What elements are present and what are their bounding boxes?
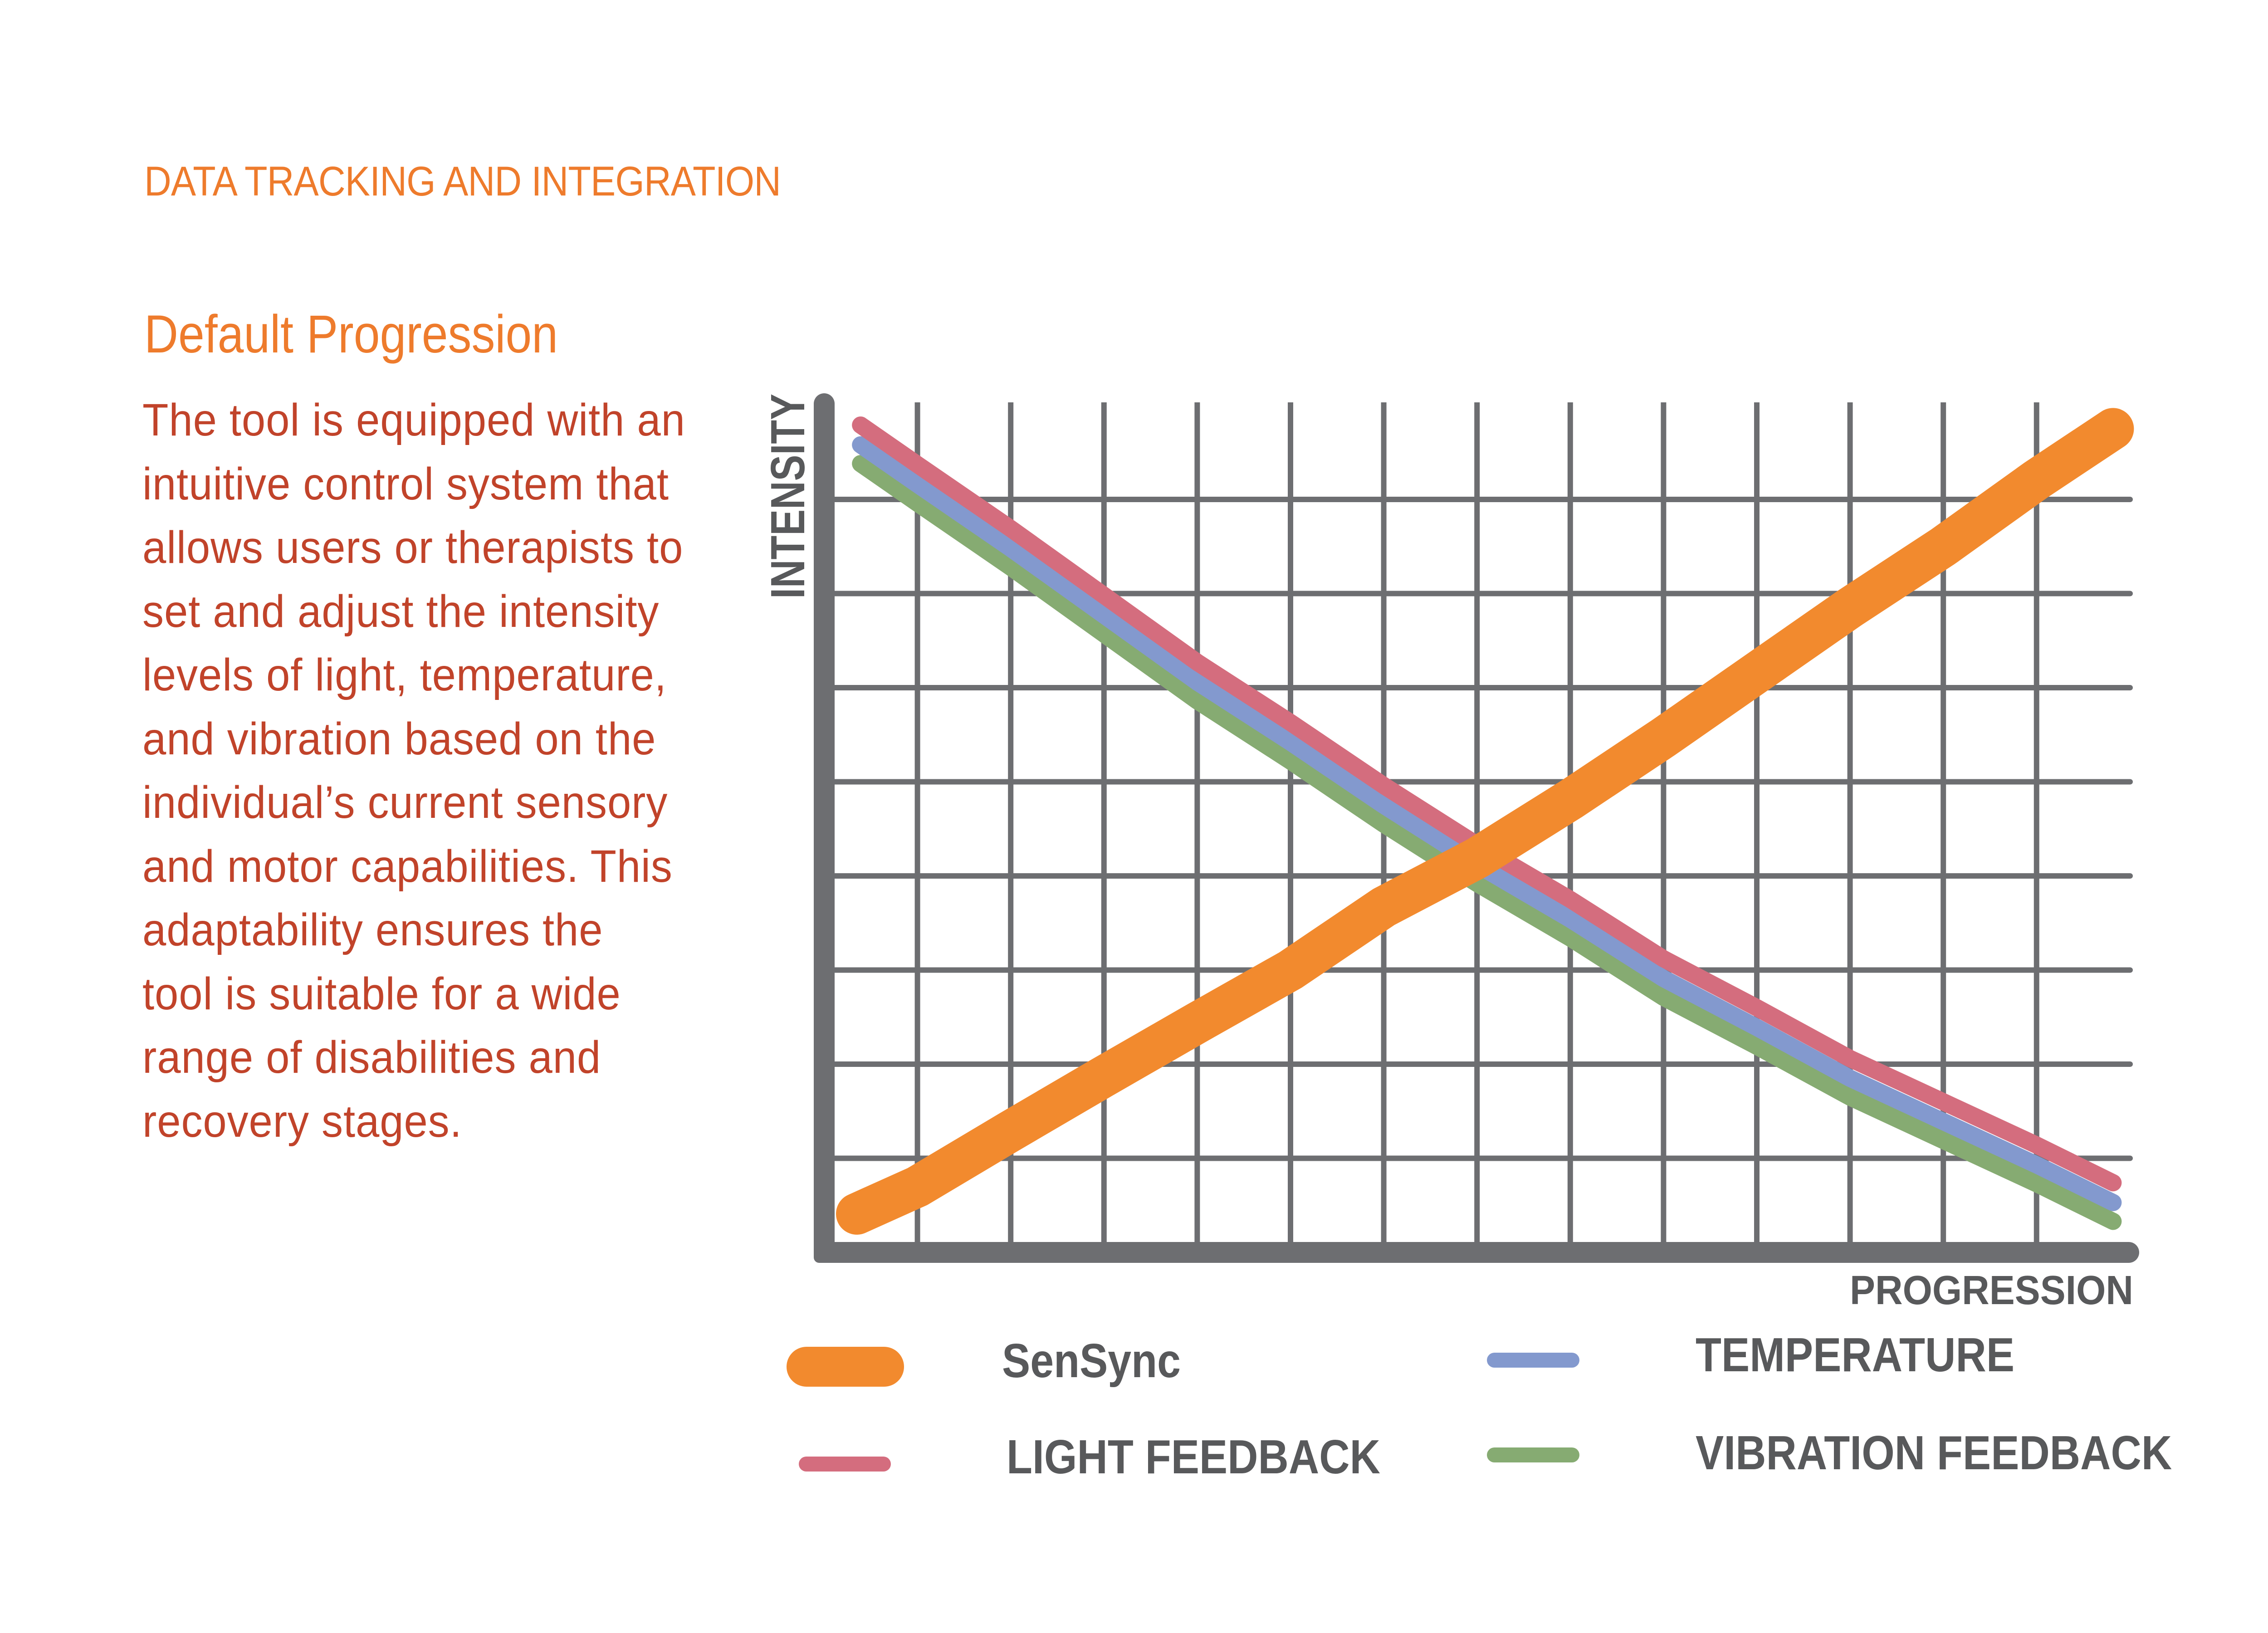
- body-line: range of disabilities and: [142, 1032, 601, 1083]
- body-line: set and adjust the intensity: [142, 586, 660, 637]
- body-line: and motor capabilities. This: [142, 841, 673, 892]
- body-line: intuitive control system that: [142, 458, 669, 509]
- body-line: adaptability ensures the: [142, 905, 603, 955]
- legend-label-sensync: SenSync: [1002, 1334, 1181, 1388]
- section-title: DATA TRACKING AND INTEGRATION: [144, 158, 781, 205]
- series-line-vibration-feedback: [852, 455, 2122, 1230]
- legend-swatch-light-feedback: [799, 1457, 891, 1472]
- legend-swatch-sensync: [787, 1347, 904, 1387]
- subheading: Default Progression: [144, 304, 558, 364]
- body-line: The tool is equipped with an: [142, 395, 685, 445]
- body-line: individual’s current sensory: [142, 777, 668, 828]
- legend-label-vibration-feedback: VIBRATION FEEDBACK: [1696, 1426, 2172, 1480]
- y-axis-label: INTENSITY: [761, 394, 815, 599]
- axis-corner: [814, 1242, 835, 1263]
- chart-series: [836, 408, 2134, 1235]
- body-line: levels of light, temperature,: [142, 650, 667, 700]
- body-line: allows users or therapists to: [142, 522, 684, 573]
- legend-label-temperature: TEMPERATURE: [1696, 1328, 2015, 1382]
- x-axis-label: PROGRESSION: [1850, 1268, 2133, 1313]
- chart-axes: [814, 393, 2139, 1263]
- legend-swatch-temperature: [1487, 1353, 1579, 1368]
- body-line: recovery stages.: [142, 1095, 462, 1147]
- legend-label-light-feedback: LIGHT FEEDBACK: [1007, 1430, 1380, 1484]
- series-line-sensync: [836, 408, 2134, 1235]
- body-line: tool is suitable for a wide: [142, 968, 621, 1019]
- body-line: and vibration based on the: [142, 713, 656, 764]
- body-paragraph: The tool is equipped with an intuitive c…: [142, 388, 739, 1153]
- legend-swatch-vibration-feedback: [1487, 1447, 1579, 1462]
